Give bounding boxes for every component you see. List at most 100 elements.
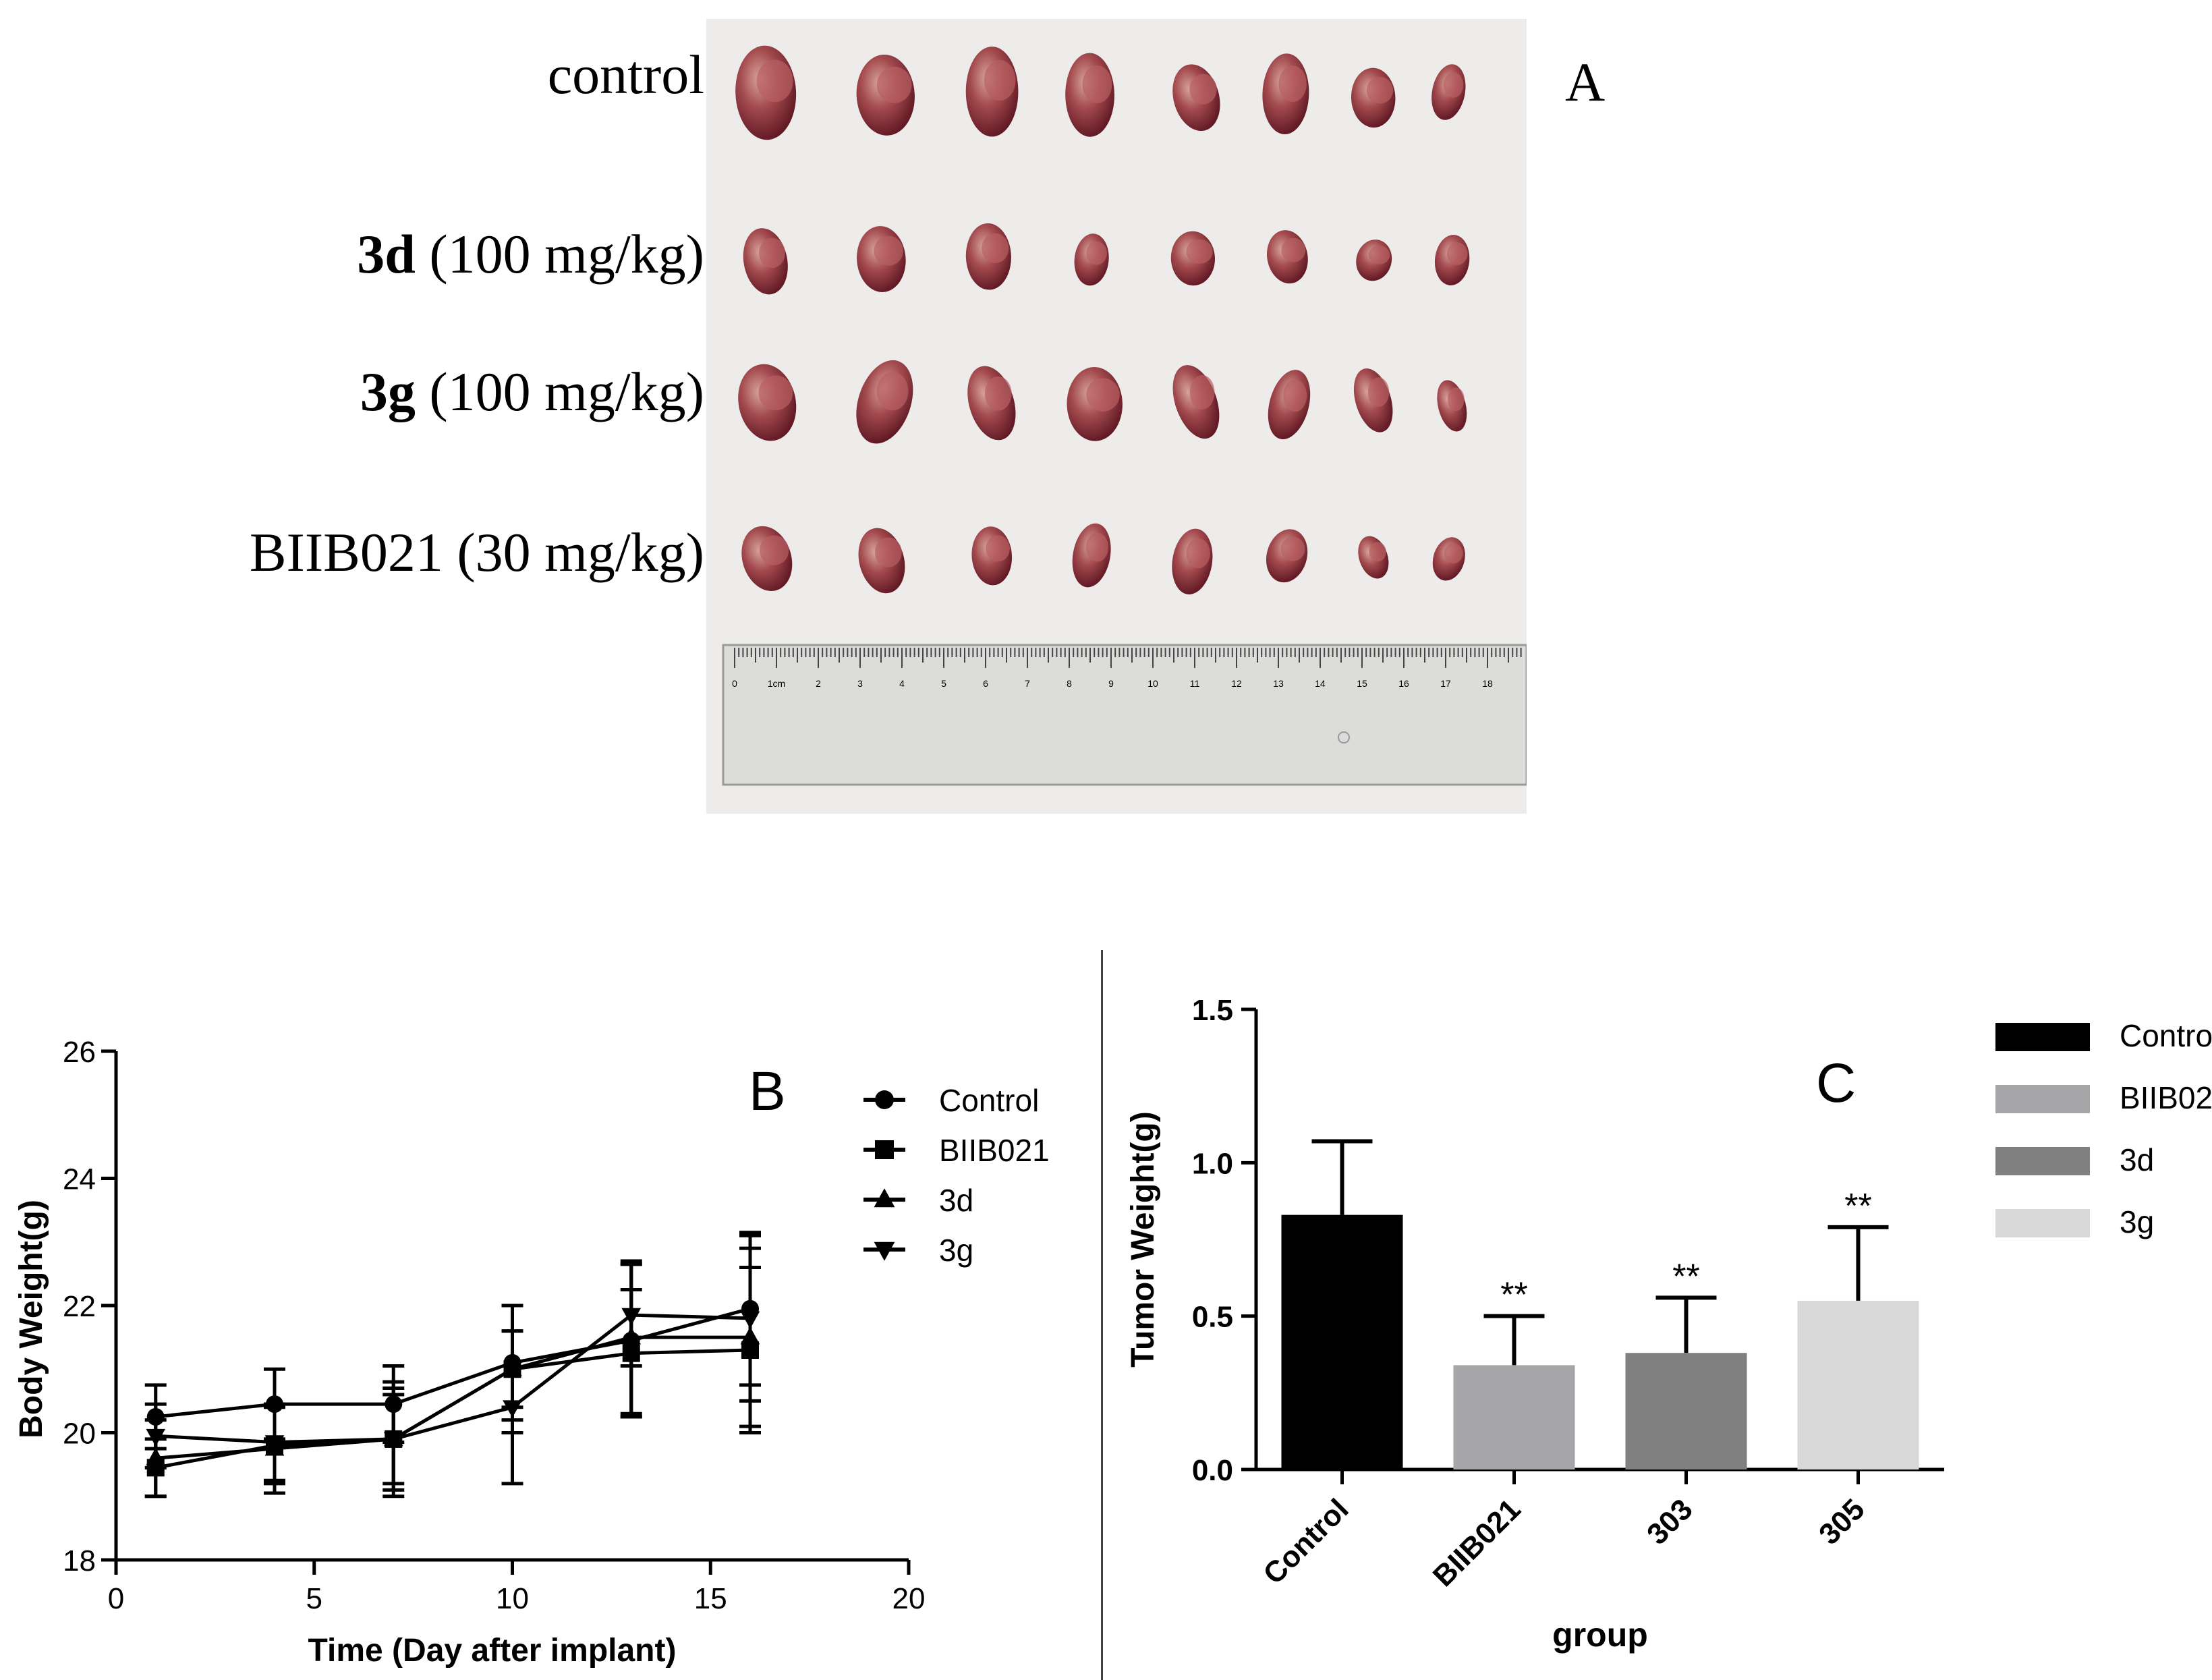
legend-label: Control: [939, 1083, 1039, 1118]
legend-label: 3g: [939, 1233, 973, 1268]
ruler-label: 10: [1147, 678, 1158, 689]
tumor-lobe: [1280, 536, 1305, 561]
tumor-specimen: [1351, 67, 1396, 128]
row-label-biib021: BIIB021 (30 mg/kg): [249, 522, 704, 583]
x-tick-label: 20: [892, 1582, 926, 1615]
panel-label-a: A: [1565, 51, 1606, 113]
tumor-specimen: [1431, 64, 1466, 120]
tumor-lobe: [1444, 543, 1463, 563]
bar: [1625, 1353, 1747, 1469]
tumor-specimen: [1266, 529, 1308, 583]
row-label-control: control: [547, 44, 704, 105]
tumor-specimen: [971, 526, 1013, 586]
tumor-specimen: [738, 364, 797, 441]
tumor-lobe: [874, 235, 903, 266]
x-axis-title: Time (Day after implant): [308, 1633, 677, 1669]
tumor-specimen: [1170, 231, 1215, 286]
bar-group-control: Control: [1257, 1139, 1403, 1591]
tumor-lobe: [758, 375, 793, 411]
tumor-lobe: [1189, 74, 1217, 105]
tumor-lobe: [1086, 378, 1120, 412]
legend-item-biib021: BIIB021: [863, 1133, 1050, 1168]
tumor-lobe: [984, 60, 1016, 101]
legend-marker: [874, 1188, 895, 1208]
legend-item-control: Control: [863, 1083, 1039, 1118]
body-weight-chart: 18 20 22 24 26 0 5 10 15 20 Time (Day after implan…: [13, 1036, 1050, 1669]
y-tick-label: 26: [63, 1036, 96, 1069]
x-tick-label: 303: [1641, 1492, 1699, 1551]
series-control: [144, 1231, 761, 1451]
legend-item-control: Control: [1995, 1018, 2212, 1053]
series-line: [155, 1313, 751, 1445]
y-tick-label: 22: [63, 1290, 96, 1323]
y-axis-title: Tumor Weight(g): [1125, 1111, 1161, 1367]
y-tick-label: 0.5: [1192, 1301, 1233, 1334]
ruler-label: 0: [732, 678, 737, 689]
tumor-specimen: [1268, 370, 1311, 440]
y-tick-label: 24: [63, 1163, 96, 1196]
data-point: [503, 1400, 522, 1418]
tumor-lobe: [756, 59, 793, 103]
significance-label: **: [1500, 1276, 1527, 1315]
ruler-label: 18: [1482, 678, 1493, 689]
ruler-label: 8: [1067, 678, 1072, 689]
x-tick-label: Control: [1257, 1492, 1355, 1590]
bar: [1281, 1214, 1403, 1469]
legend-item-3d: 3d: [863, 1183, 973, 1218]
data-point: [146, 1428, 166, 1447]
x-tick-label: BIIB021: [1427, 1492, 1527, 1593]
legend-item-3d: 3d: [1995, 1142, 2154, 1177]
bar: [1797, 1300, 1919, 1469]
legend-marker: [875, 1090, 894, 1109]
ruler-label: 17: [1440, 678, 1451, 689]
tumor-specimen: [1358, 536, 1389, 579]
tumor-specimen: [1172, 528, 1213, 594]
ruler-hole: [1338, 731, 1350, 744]
panel-label-b: B: [749, 1061, 786, 1122]
data-point: [383, 1432, 403, 1450]
tumor-lobe: [1448, 387, 1465, 412]
row-label-3g: 3g (100 mg/kg): [360, 361, 704, 422]
tumor-specimen: [743, 228, 788, 295]
legend-swatch: [1995, 1209, 2090, 1237]
tumor-lobe: [759, 535, 789, 565]
legend-label: 3d: [939, 1183, 973, 1218]
legend-item-biib021: BIIB021: [1995, 1080, 2212, 1115]
tumor-specimen: [1267, 230, 1308, 284]
panel-divider: [1101, 950, 1103, 1680]
series-line: [155, 1335, 750, 1460]
bar-group-biib021: ** BIIB021: [1427, 1276, 1575, 1593]
tumor-lobe: [876, 66, 912, 103]
tumor-specimen: [965, 47, 1019, 137]
legend-swatch: [1995, 1023, 2090, 1051]
x-tick-label: 5: [306, 1582, 322, 1615]
legend-marker: [874, 1241, 895, 1261]
tumor-specimen: [1074, 233, 1109, 286]
y-tick-label: 1.0: [1192, 1147, 1233, 1180]
tumor-specimen: [856, 54, 915, 136]
tumor-specimen: [1437, 380, 1467, 432]
tumor-lobe: [1086, 241, 1107, 265]
tumor-lobe: [1368, 246, 1390, 264]
x-axis-title: group: [1552, 1616, 1648, 1654]
ruler-label: 3: [857, 678, 863, 689]
row-label-3d: 3d (100 mg/kg): [357, 223, 704, 285]
tumor-specimen: [735, 45, 797, 140]
tumor-lobe: [1186, 239, 1213, 264]
tumor-specimen: [1434, 235, 1470, 285]
x-tick-label: 0: [108, 1582, 124, 1615]
legend-label: Control: [2120, 1018, 2212, 1053]
tumor-lobe: [1367, 377, 1390, 408]
ruler-label: 15: [1357, 678, 1367, 689]
tumor-lobe: [1444, 72, 1464, 98]
legend-swatch: [1995, 1085, 2090, 1113]
legend-label: 3g: [2120, 1204, 2154, 1239]
tumor-photo: 0 1cm 2 3 4 5 6 7 8 9 10 11 12 13 14 15 16 17 18: [706, 19, 1527, 814]
ruler-label: 7: [1025, 678, 1030, 689]
tumor-lobe: [1369, 542, 1386, 562]
tumor-lobe: [982, 233, 1009, 264]
series-3g: [144, 1233, 761, 1486]
tumor-specimen: [967, 366, 1016, 441]
tumor-specimen: [858, 528, 905, 594]
tumor-specimen: [857, 226, 906, 292]
